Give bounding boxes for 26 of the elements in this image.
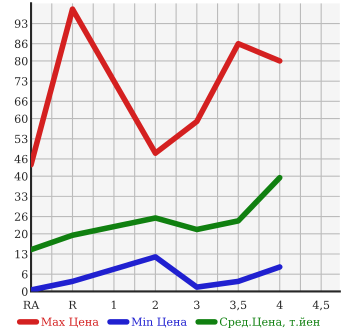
y-tick-label: 20 [14, 230, 28, 238]
y-tick-label: 26 [14, 212, 28, 221]
x-tick-label: 3 [194, 300, 200, 310]
x-tick-label: 3,5 [230, 300, 246, 310]
y-tick-label: 93 [14, 19, 28, 28]
x-tick-label: 4,5 [312, 300, 330, 310]
legend-label: Min Цена [132, 318, 187, 328]
y-tick-label: 33 [14, 192, 28, 201]
legend-label: Сред.Цена, т.йен [220, 317, 320, 328]
y-tick-label: 80 [14, 56, 28, 66]
y-tick-label: 40 [14, 172, 28, 181]
legend-label: Max Цена [41, 318, 99, 328]
x-tick-label: 2 [152, 300, 158, 309]
y-tick-label: 13 [15, 250, 28, 258]
x-tick-label: RA [23, 300, 40, 309]
y-tick-label: 53 [15, 134, 28, 144]
x-tick-label: R [68, 300, 77, 309]
y-tick-label: 66 [14, 97, 28, 106]
x-tick-label: 4 [276, 300, 283, 309]
y-tick-label: 60 [14, 114, 28, 123]
y-tick-label: 73 [15, 77, 28, 86]
y-tick-label: 86 [14, 40, 28, 48]
y-tick-label: 0 [22, 287, 28, 296]
x-tick-label: 1 [112, 300, 116, 309]
y-tick-label: 6 [22, 270, 28, 279]
y-tick-label: 46 [14, 154, 28, 164]
